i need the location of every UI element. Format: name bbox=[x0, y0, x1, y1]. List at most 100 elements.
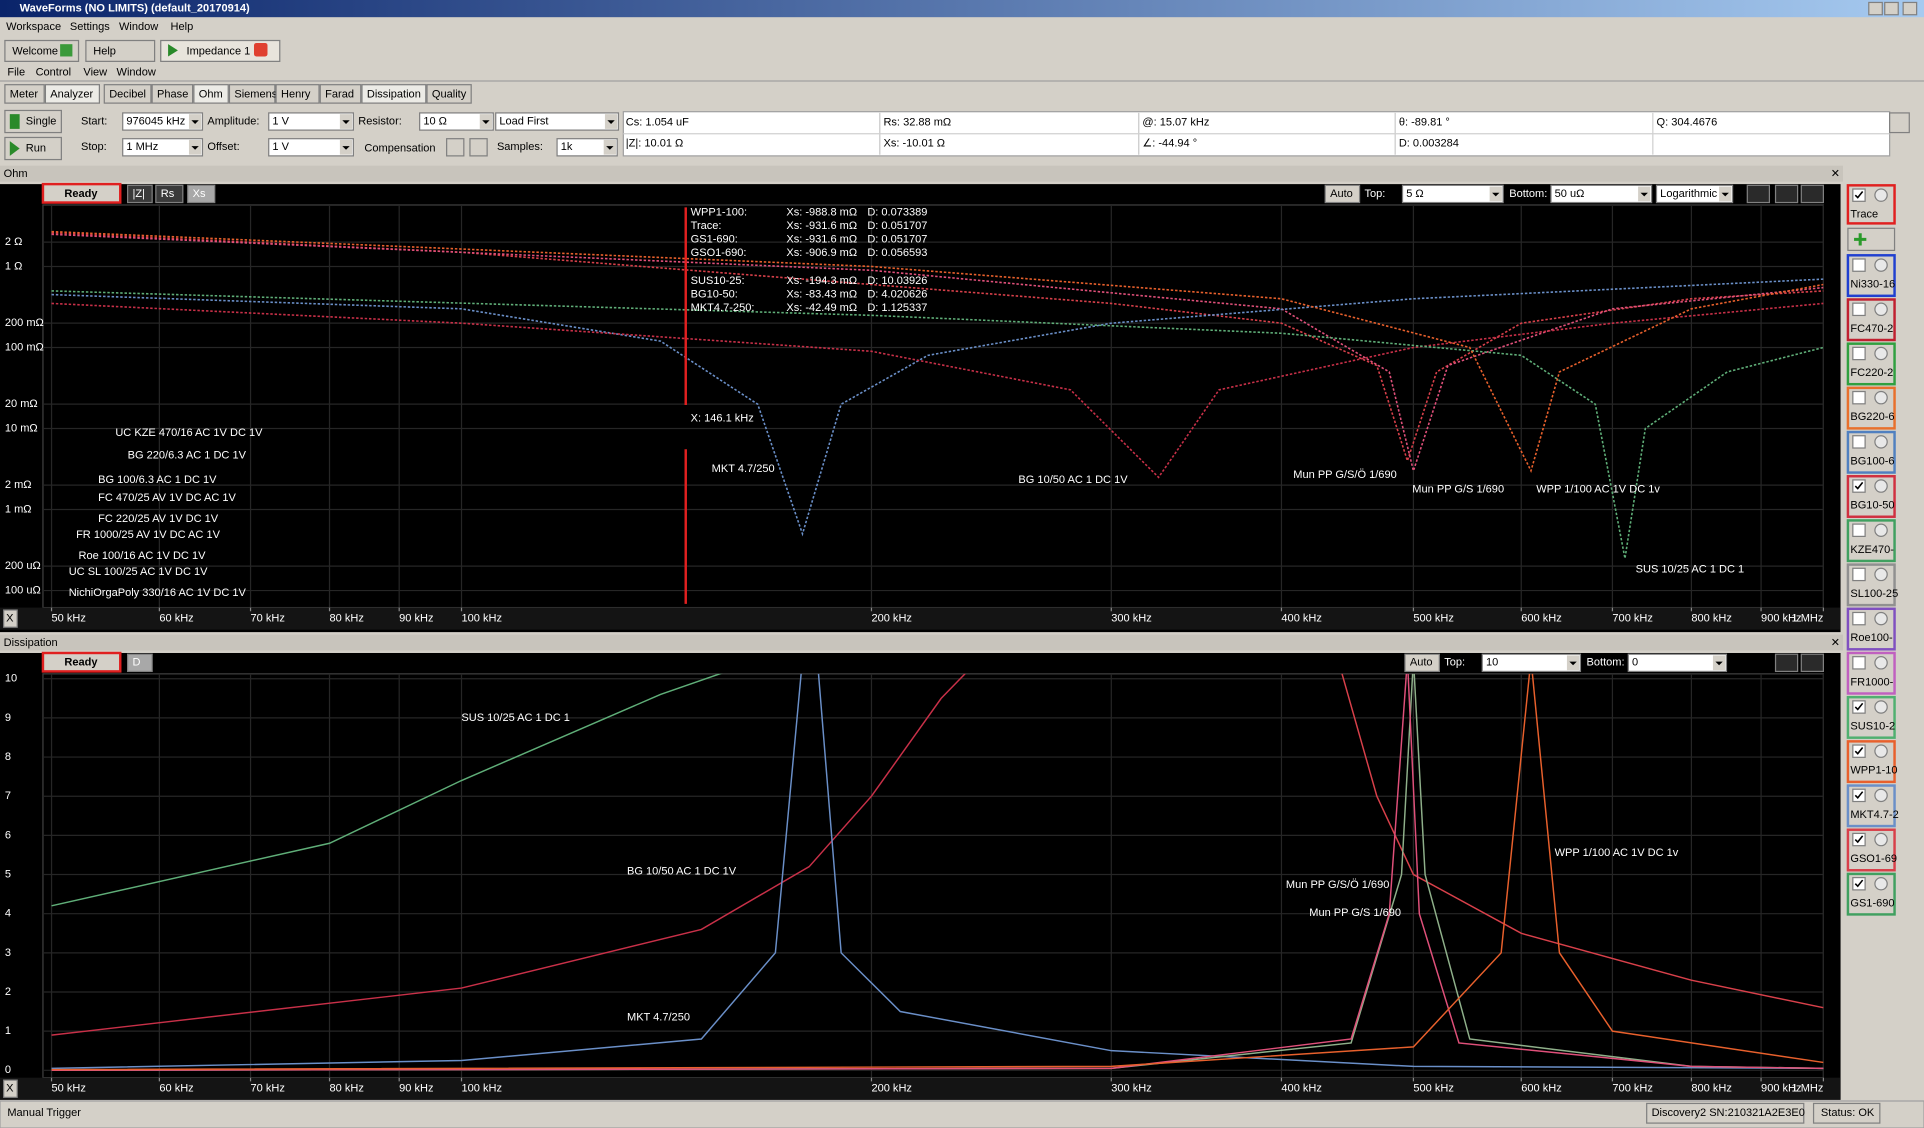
trace-annotation: UC SL 100/25 AC 1V DC 1V bbox=[69, 566, 208, 578]
compensation-short[interactable] bbox=[469, 138, 488, 157]
resistor-combo[interactable] bbox=[419, 112, 494, 131]
view-tab[interactable] bbox=[275, 84, 320, 104]
trace bbox=[51, 673, 1824, 1071]
dissipation-header bbox=[0, 634, 1844, 651]
scale-combo[interactable] bbox=[1655, 184, 1734, 204]
view-tab[interactable] bbox=[4, 84, 45, 104]
trace-button[interactable] bbox=[187, 184, 216, 204]
view-tab[interactable] bbox=[228, 84, 276, 104]
combo-arrow-icon bbox=[607, 120, 615, 124]
trace-checkbox[interactable] bbox=[1852, 523, 1866, 537]
y-tick-label: 10 mΩ bbox=[5, 422, 38, 434]
y-tick-label: 1 Ω bbox=[5, 260, 22, 272]
trace-checkbox[interactable] bbox=[1852, 611, 1866, 626]
trace-settings[interactable] bbox=[1874, 258, 1888, 272]
tool-icon[interactable] bbox=[1800, 184, 1824, 204]
trace-settings[interactable] bbox=[1874, 700, 1888, 714]
trace-checkbox[interactable] bbox=[1852, 390, 1866, 405]
cursor-readout: Xs: -83.43 mΩ bbox=[786, 289, 857, 301]
amplitude-combo[interactable] bbox=[268, 112, 355, 131]
x-button[interactable] bbox=[3, 609, 18, 628]
auto-button[interactable] bbox=[1404, 653, 1440, 673]
window-title: WaveForms (NO LIMITS) (default_20170914) bbox=[20, 3, 250, 15]
app-tab[interactable] bbox=[160, 39, 281, 62]
trace-settings[interactable] bbox=[1874, 390, 1888, 405]
trace-name: FC470-2 bbox=[1850, 323, 1893, 335]
tool-icon[interactable] bbox=[1774, 184, 1799, 204]
trace-settings[interactable] bbox=[1874, 302, 1888, 317]
run-button[interactable] bbox=[4, 136, 62, 161]
combo-arrow-icon bbox=[1715, 661, 1723, 666]
trace-name: GSO1-69 bbox=[1850, 853, 1897, 865]
trace-checkbox[interactable] bbox=[1852, 346, 1866, 361]
trace-name: SUS10-2 bbox=[1850, 721, 1895, 733]
close-tab-icon[interactable] bbox=[253, 42, 268, 57]
maximize-button[interactable] bbox=[1884, 1, 1899, 16]
trace-settings[interactable] bbox=[1874, 188, 1888, 202]
x-tick-label: 90 kHz bbox=[399, 1083, 433, 1095]
trace-checkbox[interactable] bbox=[1852, 567, 1866, 582]
trace-annotation: Mun PP G/S 1/690 bbox=[1412, 484, 1504, 496]
tool-icon[interactable] bbox=[1774, 653, 1799, 673]
trace-checkbox[interactable] bbox=[1852, 656, 1866, 670]
view-tab[interactable] bbox=[44, 84, 101, 104]
auto-button[interactable] bbox=[1324, 184, 1361, 204]
cursor-readout: BG10-50: bbox=[691, 289, 738, 301]
trace-button[interactable] bbox=[126, 653, 153, 673]
trace-checkbox[interactable] bbox=[1852, 435, 1866, 449]
trace-settings[interactable] bbox=[1874, 479, 1888, 493]
trace-settings[interactable] bbox=[1874, 346, 1888, 361]
bottom-combo[interactable] bbox=[1550, 184, 1653, 204]
minimize-button[interactable] bbox=[1868, 1, 1883, 16]
view-tab[interactable] bbox=[103, 84, 152, 104]
tool-icon[interactable] bbox=[1800, 653, 1824, 673]
x-tick-label: 50 kHz bbox=[52, 1083, 86, 1095]
trace-settings[interactable] bbox=[1874, 832, 1888, 847]
trace-settings[interactable] bbox=[1874, 611, 1888, 626]
traces bbox=[51, 230, 1824, 559]
cursor-readout: Trace: bbox=[691, 220, 722, 232]
trace-button[interactable] bbox=[126, 184, 153, 204]
stop-combo[interactable] bbox=[122, 138, 204, 157]
trace-settings[interactable] bbox=[1874, 656, 1888, 670]
readout-value: Q: 304.4676 bbox=[1657, 117, 1718, 129]
trace-checkbox[interactable] bbox=[1852, 258, 1866, 272]
samples-combo[interactable] bbox=[556, 138, 618, 157]
trace-settings[interactable] bbox=[1874, 876, 1888, 891]
x-tick-label: 600 kHz bbox=[1521, 613, 1561, 625]
offset-combo[interactable] bbox=[268, 138, 355, 157]
trace-button[interactable] bbox=[155, 184, 184, 204]
trace-settings[interactable] bbox=[1874, 744, 1888, 758]
trace-settings[interactable] bbox=[1874, 788, 1888, 803]
menu-item: Help bbox=[171, 21, 194, 33]
tool-icon[interactable] bbox=[1746, 184, 1771, 204]
start-combo[interactable] bbox=[122, 112, 204, 131]
load-combo[interactable] bbox=[495, 112, 620, 131]
top-combo[interactable] bbox=[1401, 184, 1504, 204]
label: Offset: bbox=[207, 141, 239, 153]
compensation-open[interactable] bbox=[446, 138, 465, 157]
view-tab[interactable] bbox=[193, 84, 229, 104]
trace-annotation: FC 220/25 AV 1V DC 1V bbox=[98, 513, 219, 525]
top-label: Top: bbox=[1444, 657, 1465, 669]
view-tab[interactable] bbox=[151, 84, 194, 104]
view-tab[interactable] bbox=[426, 84, 472, 104]
trace-checkbox[interactable] bbox=[1852, 302, 1866, 317]
view-tab[interactable] bbox=[361, 84, 427, 104]
trace-annotation: SUS 10/25 AC 1 DC 1 bbox=[1636, 563, 1745, 575]
readout-config[interactable] bbox=[1889, 112, 1910, 134]
cursor-readout: D: 0.051707 bbox=[867, 233, 927, 245]
top-combo[interactable] bbox=[1481, 653, 1582, 673]
trace-settings[interactable] bbox=[1874, 567, 1888, 582]
trace-item[interactable] bbox=[1846, 475, 1896, 518]
close-button[interactable] bbox=[1902, 1, 1918, 16]
bottom-combo[interactable] bbox=[1627, 653, 1728, 673]
view-tab-label: Meter bbox=[10, 88, 39, 100]
trace-annotation: Roe 100/16 AC 1V DC 1V bbox=[79, 550, 207, 562]
trace-settings[interactable] bbox=[1874, 435, 1888, 449]
run-label: Run bbox=[26, 142, 46, 154]
view-tab[interactable] bbox=[319, 84, 362, 104]
app-tab[interactable] bbox=[85, 39, 156, 62]
trace-settings[interactable] bbox=[1874, 523, 1888, 537]
x-button[interactable] bbox=[3, 1079, 18, 1098]
